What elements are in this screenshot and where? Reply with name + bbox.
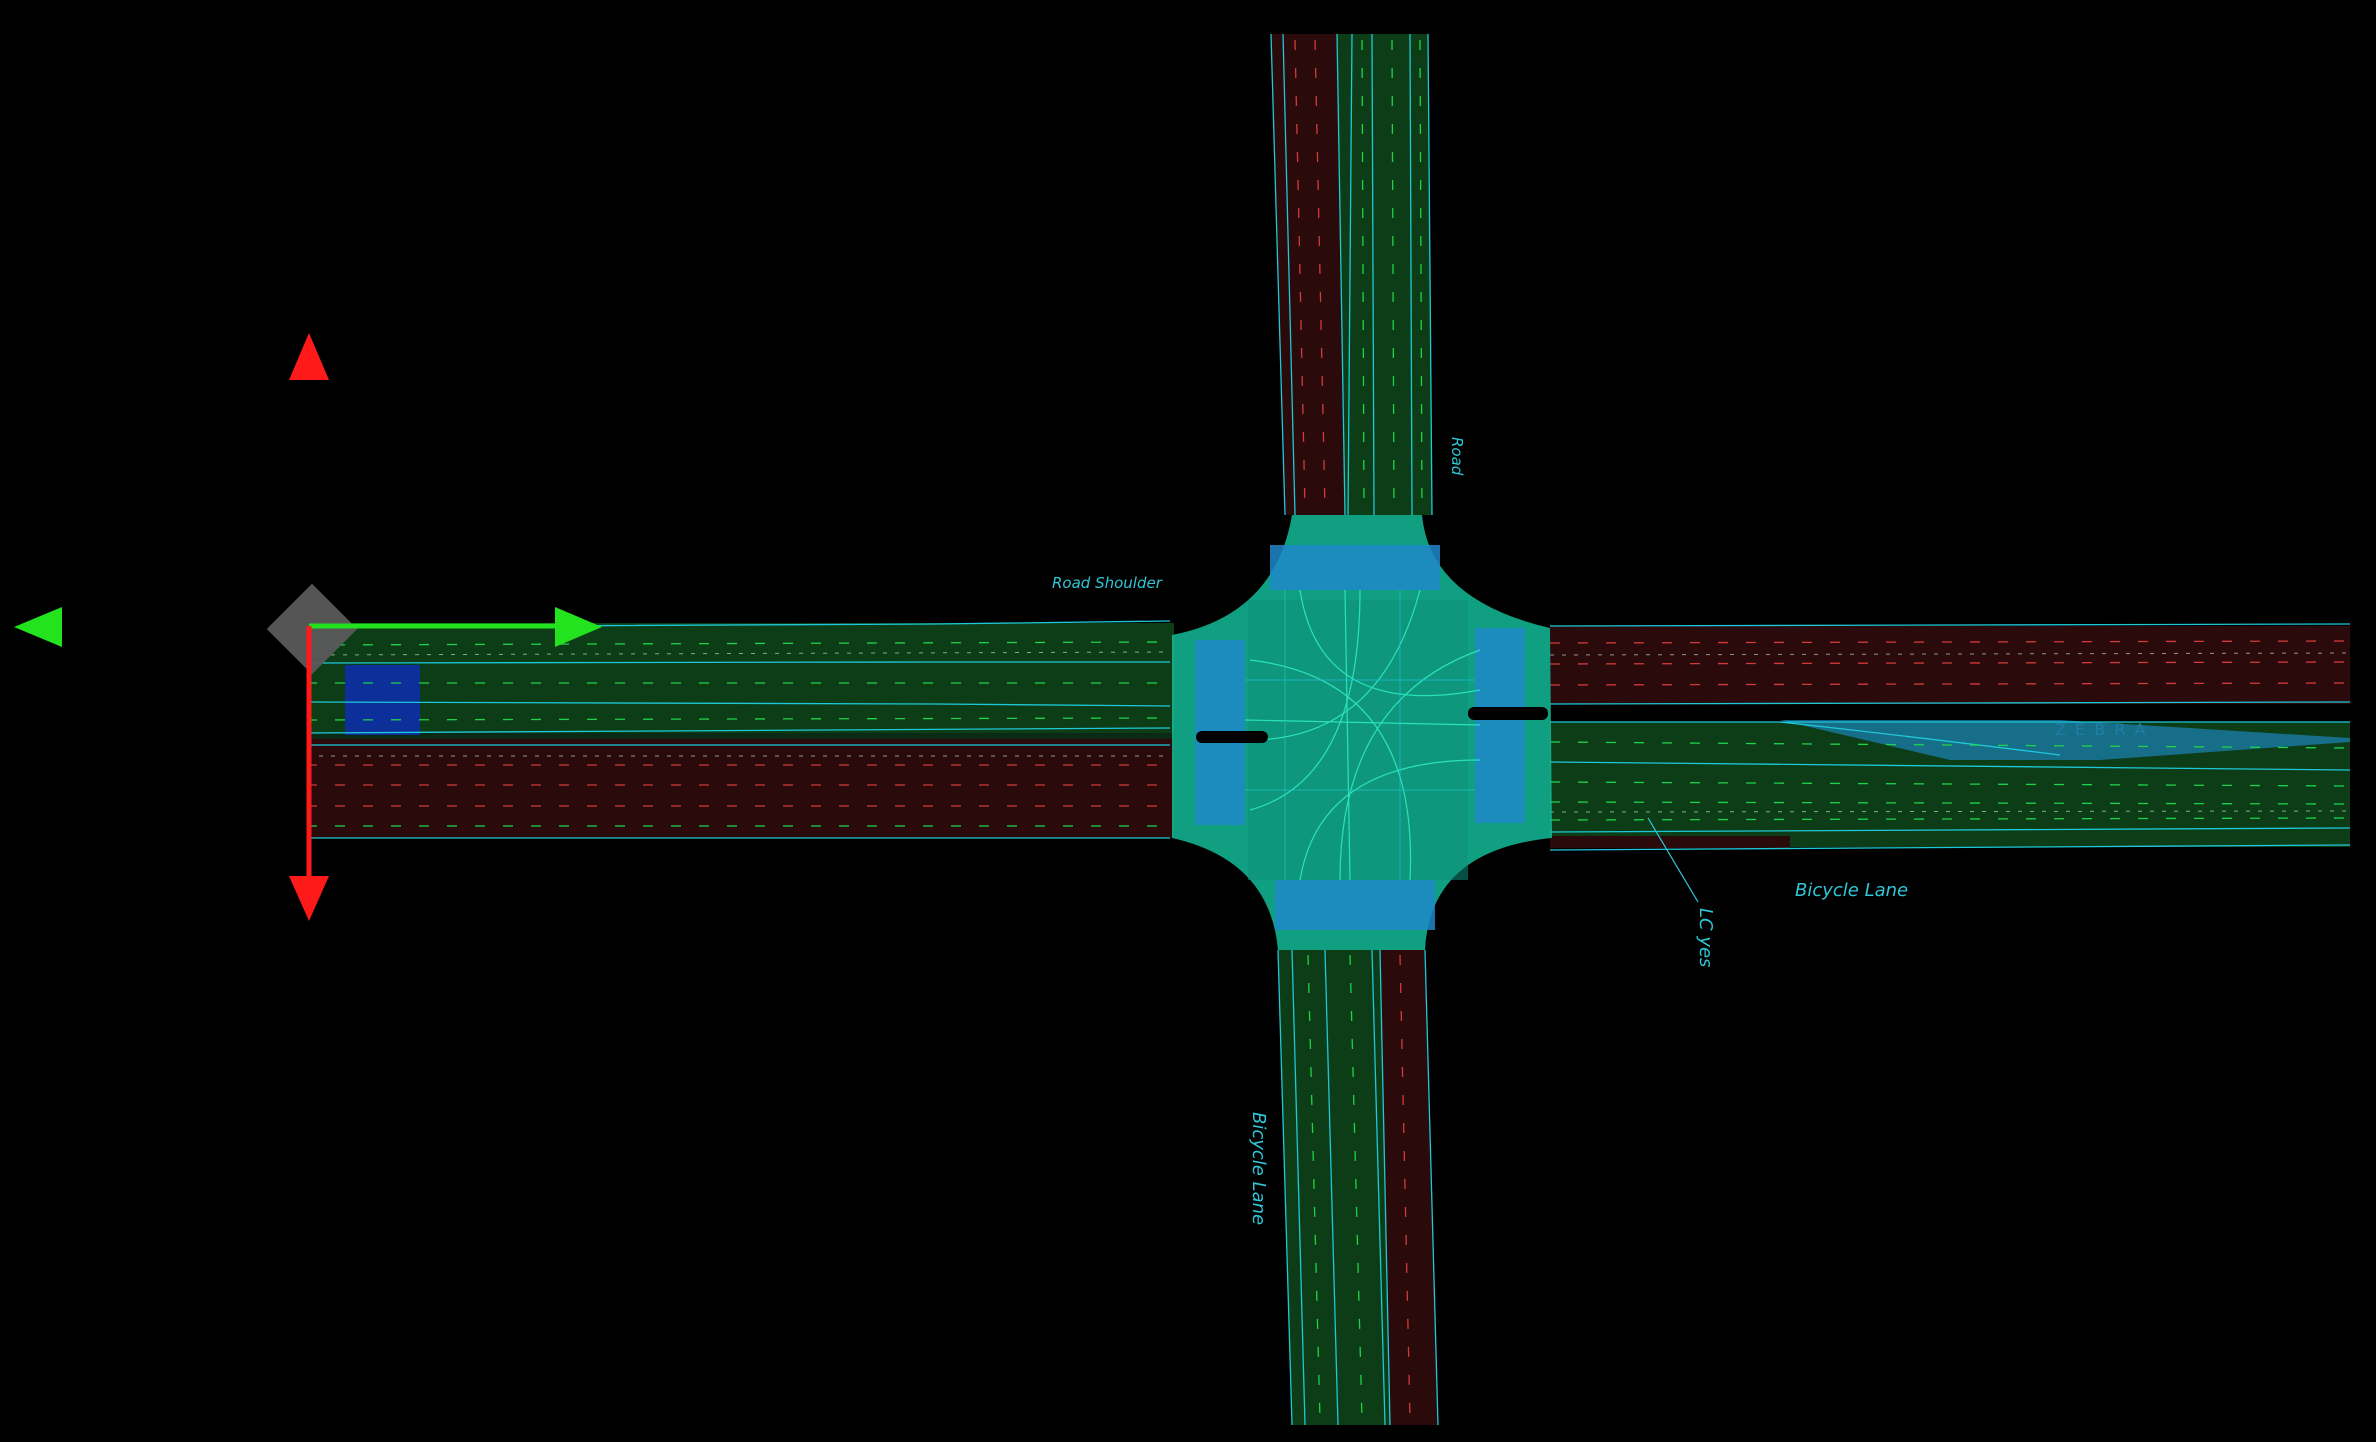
median-gap-west <box>1196 731 1268 743</box>
pivot-diamond-icon[interactable] <box>266 583 358 675</box>
north-edge-r2 <box>1409 33 1413 516</box>
median-gap-east <box>1468 707 1548 720</box>
south-edge-left <box>1277 949 1293 1426</box>
label-bicycle-lane-east: Bicycle Lane <box>1795 880 1908 901</box>
crosswalk-east[interactable] <box>1475 628 1525 823</box>
label-bicycle-lane-south: Bicycle Lane <box>1248 1112 1269 1225</box>
north-edge-r1 <box>1371 33 1375 516</box>
east-lanes-red[interactable] <box>1550 626 2350 704</box>
south-lanes-green[interactable] <box>1278 950 1390 1425</box>
junction[interactable] <box>1172 515 1552 950</box>
label-road: Road <box>1448 437 1466 476</box>
west-edge-mid3 <box>306 727 1171 734</box>
arrow-up-icon[interactable] <box>289 333 329 380</box>
through-path-ns <box>1344 589 1351 881</box>
east-edge-top <box>1549 623 2351 627</box>
east-dash-g2 <box>1549 781 2351 787</box>
arrow-right-icon[interactable] <box>555 607 602 647</box>
arrow-left-icon[interactable] <box>14 607 62 647</box>
selected-lane-box[interactable] <box>345 665 420 735</box>
west-lanes-red[interactable] <box>307 738 1174 838</box>
zebra-crossing[interactable] <box>1780 720 2350 760</box>
west-lanes-green[interactable] <box>307 623 1174 733</box>
south-road[interactable] <box>1277 949 1439 1426</box>
crosswalk-north[interactable] <box>1270 545 1440 590</box>
south-edge-curve <box>1371 949 1386 1426</box>
turn-path-3 <box>1249 659 1412 881</box>
east-dash-r1 <box>1549 640 2351 644</box>
north-edge-l2 <box>1282 33 1296 516</box>
label-lc-yes: LC yes <box>1695 908 1716 967</box>
transform-gizmo[interactable] <box>14 333 602 921</box>
east-dash-w1 <box>1549 652 2351 656</box>
north-edge-left <box>1270 33 1286 516</box>
south-dash-r1 <box>1399 954 1411 1421</box>
east-dash-w2 <box>1549 810 2351 813</box>
south-lanes-red[interactable] <box>1380 950 1438 1425</box>
east-dash-g1 <box>1549 741 2351 749</box>
south-dash-g2 <box>1349 954 1363 1421</box>
east-dash-r2 <box>1549 661 2351 665</box>
north-lanes-red[interactable] <box>1271 34 1345 515</box>
north-edge-right <box>1427 33 1433 516</box>
south-edge-l3 <box>1324 949 1339 1426</box>
east-dash-r3 <box>1549 682 2351 686</box>
east-edge-mid4 <box>1549 827 2351 833</box>
turn-path-5 <box>1249 589 1421 741</box>
south-edge-right <box>1424 949 1439 1426</box>
south-dash-g1 <box>1307 954 1321 1421</box>
east-dash-g3 <box>1549 801 2351 805</box>
crosswalk-south[interactable] <box>1275 880 1435 930</box>
north-edge-mid <box>1336 33 1346 516</box>
south-edge-l2 <box>1291 949 1306 1426</box>
west-edge-mid2 <box>306 701 1171 707</box>
turn-path-6 <box>1339 649 1481 881</box>
north-road[interactable] <box>1270 33 1433 516</box>
east-edge-mid3 <box>1549 761 2351 771</box>
lc-leader-line <box>1647 817 1699 903</box>
south-edge-mid <box>1379 949 1391 1426</box>
east-road[interactable] <box>1549 623 2351 851</box>
east-taper-edge <box>1779 721 2061 756</box>
turn-path-2 <box>1249 589 1361 811</box>
east-edge-mid1 <box>1549 701 2351 705</box>
label-road-shoulder: Road Shoulder <box>1052 574 1163 592</box>
west-road[interactable] <box>306 620 1174 839</box>
north-lanes-green[interactable] <box>1337 34 1432 515</box>
east-edge-bottom <box>1549 844 2351 851</box>
west-edge-mid1 <box>306 661 1170 664</box>
east-dash-g4 <box>1549 817 2351 821</box>
label-zebra: Z E B R A <box>2055 720 2147 739</box>
west-dash-g3 <box>306 717 1171 721</box>
west-road-shoulder[interactable] <box>307 733 1174 739</box>
through-path-ew <box>1244 719 1481 726</box>
arrow-down-icon[interactable] <box>289 876 329 921</box>
north-edge-curve <box>1347 33 1353 516</box>
east-road-shoulder[interactable] <box>1550 836 1790 848</box>
west-dash-g1 <box>306 641 1171 646</box>
